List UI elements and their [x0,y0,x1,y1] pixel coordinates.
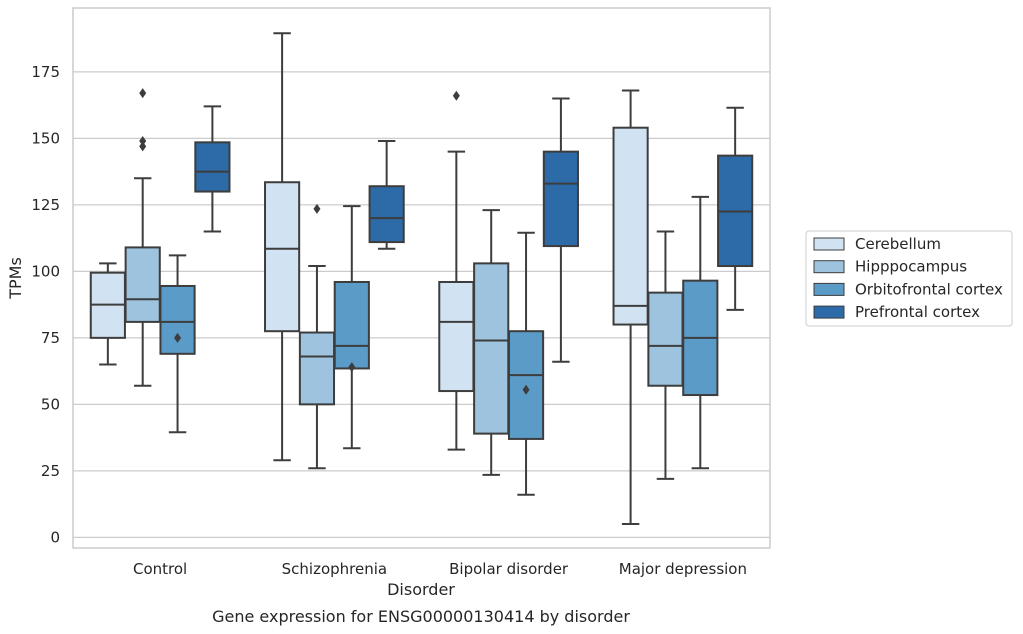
legend-label-cerebellum: Cerebellum [855,235,941,253]
outlier-point [452,90,460,101]
y-tick-label-0: 0 [50,528,60,546]
y-tick-label-100: 100 [31,262,60,280]
y-tick-label-175: 175 [31,63,60,81]
x-tick-label-control: Control [133,560,187,578]
box-iqr [194,141,231,193]
legend-label-prefrontal-cortex: Prefrontal cortex [855,303,980,321]
box-cerebellum-schizophrenia [264,32,301,462]
box-hipppocampus-bipolar-disorder [473,209,510,476]
y-tick-label-150: 150 [31,129,60,147]
box-iqr [473,262,510,435]
box-iqr [333,280,370,370]
box-orbitofrontal-cortex-schizophrenia [333,205,370,450]
y-axis-ticks: 0 25 50 75 100 125 150 175 [31,63,60,547]
y-tick-label-50: 50 [41,395,60,413]
box-prefrontal-cortex-schizophrenia [368,140,405,250]
box-cerebellum-major-depression [612,89,649,526]
box-orbitofrontal-cortex-major-depression [682,195,719,470]
box-iqr [612,126,649,326]
box-prefrontal-cortex-bipolar-disorder [542,97,579,363]
outlier-point [139,141,147,152]
box-iqr [124,246,161,323]
box-hipppocampus-control [124,88,161,387]
x-tick-label-schizophrenia: Schizophrenia [282,560,387,578]
box-orbitofrontal-cortex-control [159,254,196,434]
legend-frame [805,230,1013,327]
chart-caption: Gene expression for ENSG00000130414 by d… [212,607,630,626]
box-cerebellum-control [89,262,126,366]
legend-swatch-orbitofrontal-cortex [813,282,845,296]
x-axis-ticks: Control Schizophrenia Bipolar disorder Majo… [133,560,747,578]
legend-swatch-prefrontal-cortex [813,305,845,319]
box-iqr [507,330,545,440]
box-iqr [264,181,301,333]
box-prefrontal-cortex-control [194,105,231,233]
y-tick-label-25: 25 [41,462,60,480]
box-cerebellum-bipolar-disorder [438,90,475,451]
legend: Cerebellum Hipppocampus Orbitofrontal cort… [805,230,1013,327]
outlier-point [348,362,356,373]
box-iqr [298,331,336,406]
outlier-point [174,332,182,343]
outlier-point [313,203,321,214]
box-iqr [159,284,196,355]
y-tick-label-75: 75 [41,329,60,347]
legend-swatch-cerebellum [813,237,845,251]
x-axis-title: Disorder [387,580,455,599]
legend-label-orbitofrontal-cortex: Orbitofrontal cortex [855,280,1003,298]
box-hipppocampus-schizophrenia [298,203,336,470]
y-tick-label-125: 125 [31,196,60,214]
box-groups [89,32,754,526]
box-prefrontal-cortex-major-depression [717,106,754,311]
outlier-point [139,88,147,99]
plot-area [72,7,771,549]
outlier-point [139,136,147,147]
box-orbitofrontal-cortex-bipolar-disorder [507,231,545,496]
legend-swatch-hipppocampus [813,260,845,274]
x-tick-label-major-depression: Major depression [619,560,747,578]
box-iqr [647,291,684,387]
box-iqr [368,185,405,244]
box-iqr [542,150,579,248]
outlier-point [522,384,530,395]
y-axis-title: TPMs [6,257,25,300]
box-hipppocampus-major-depression [647,230,684,480]
legend-label-hipppocampus: Hipppocampus [855,258,967,276]
box-iqr [438,280,475,393]
x-tick-label-bipolar-disorder: Bipolar disorder [449,560,569,578]
